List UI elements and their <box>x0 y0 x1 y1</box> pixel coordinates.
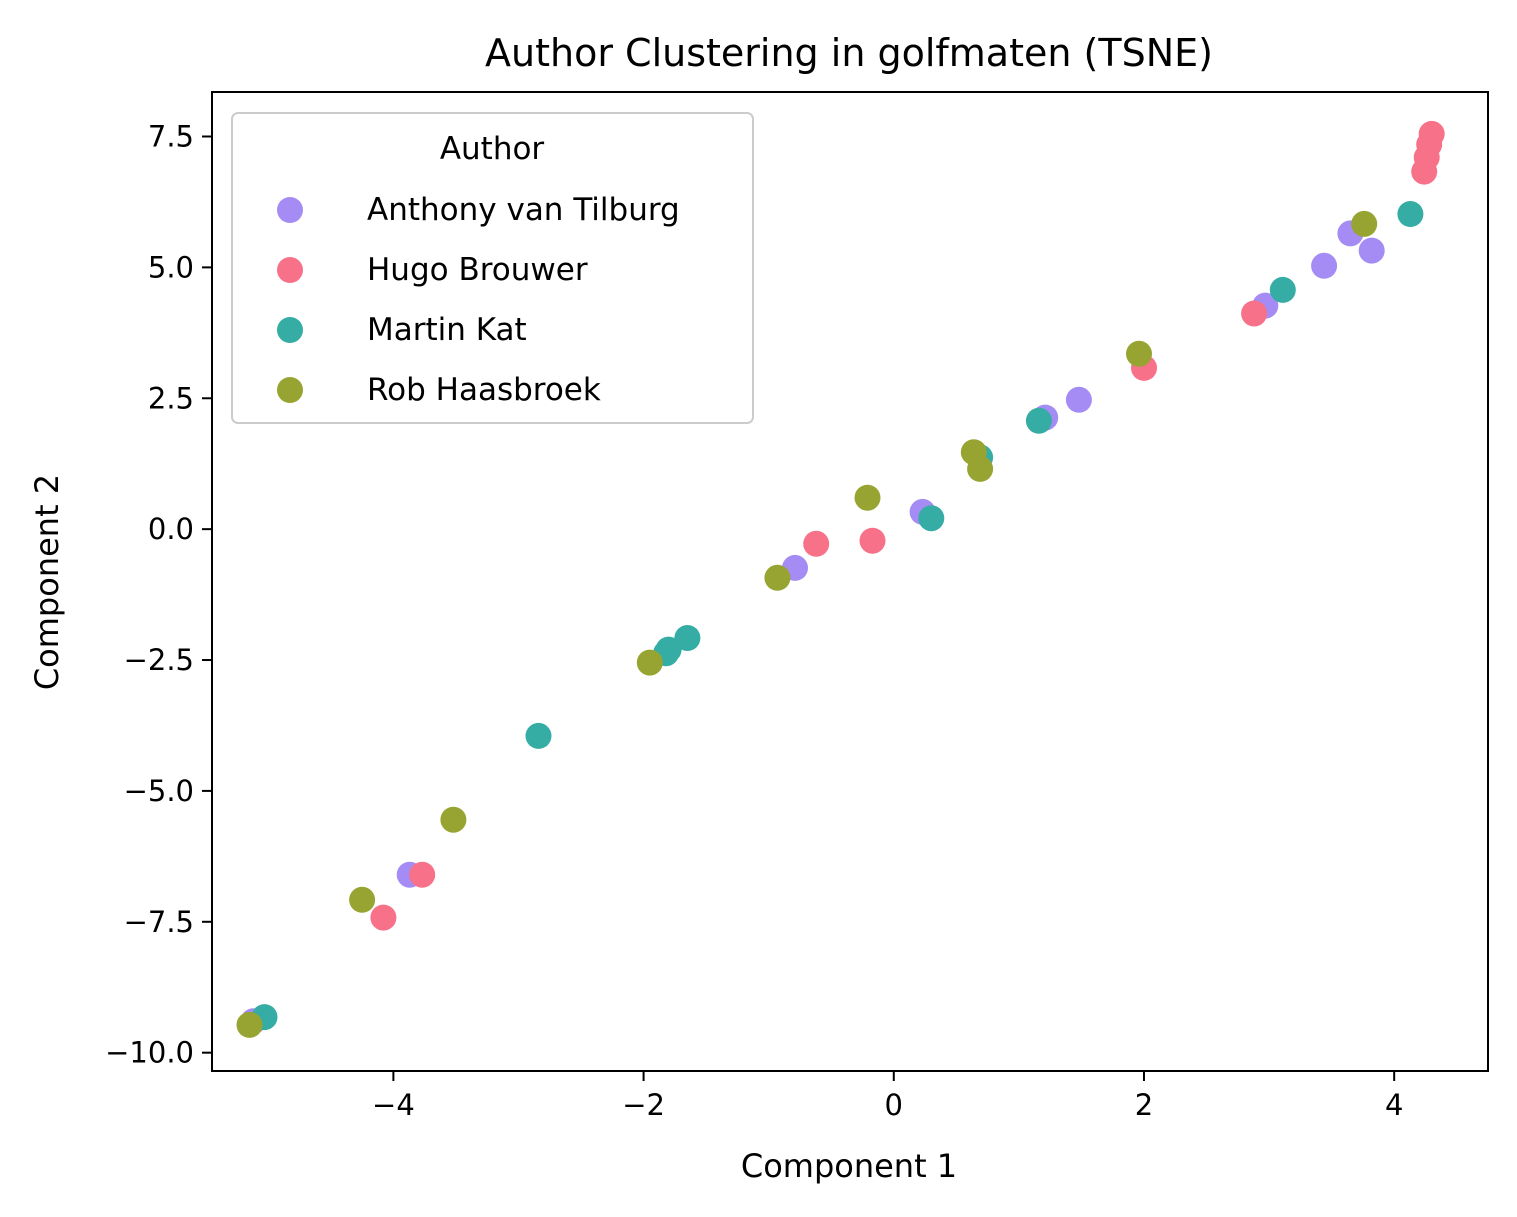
data-point <box>409 861 436 888</box>
legend-marker <box>277 257 303 283</box>
legend-label: Hugo Brouwer <box>367 252 588 288</box>
y-tick-label: 7.5 <box>148 120 194 154</box>
legend-label: Rob Haasbroek <box>367 372 601 408</box>
y-tick-label: −2.5 <box>124 643 194 677</box>
y-tick-label: 5.0 <box>148 250 194 284</box>
data-point <box>1025 407 1052 434</box>
x-axis: −4 −2 0 2 4 <box>372 1071 1403 1122</box>
legend-marker <box>277 317 303 343</box>
y-tick-label: 0.0 <box>148 512 194 546</box>
y-axis: −10.0 −7.5 −5.0 −2.5 0.0 2.5 5.0 7.5 <box>105 120 212 1070</box>
data-point <box>1311 252 1338 279</box>
points-layer <box>236 120 1445 1038</box>
y-tick-label: 2.5 <box>148 381 194 415</box>
legend-label: Anthony van Tilburg <box>367 192 680 228</box>
data-point <box>854 484 881 511</box>
data-point <box>370 904 397 931</box>
x-tick-label: 0 <box>885 1088 903 1122</box>
y-tick-label: −10.0 <box>105 1036 194 1070</box>
x-axis-label: Component 1 <box>741 1147 957 1185</box>
legend: Author Anthony van Tilburg Hugo Brouwer Ma… <box>231 112 754 424</box>
data-point <box>349 886 376 913</box>
legend-label: Martin Kat <box>367 312 527 348</box>
legend-marker <box>277 197 303 223</box>
data-point <box>1358 237 1385 264</box>
legend-marker <box>277 377 303 403</box>
data-point <box>1241 300 1268 327</box>
data-point <box>1126 340 1152 367</box>
y-tick-label: −7.5 <box>124 905 194 939</box>
data-point <box>967 455 994 482</box>
data-point <box>1411 158 1438 185</box>
data-point <box>859 527 886 554</box>
data-point <box>918 505 945 532</box>
x-tick-label: 4 <box>1385 1088 1403 1122</box>
legend-entries: Anthony van Tilburg Hugo Brouwer Martin Ka… <box>277 192 680 408</box>
data-point <box>803 530 830 557</box>
data-point <box>1351 210 1378 237</box>
y-tick-label: −5.0 <box>124 774 194 808</box>
data-point <box>1397 201 1424 227</box>
data-point <box>764 564 791 591</box>
data-point <box>1065 386 1092 413</box>
x-tick-label: −4 <box>372 1088 415 1122</box>
x-tick-label: 2 <box>1135 1088 1153 1122</box>
chart-title: Author Clustering in golfmaten (TSNE) <box>485 31 1213 75</box>
data-point <box>1269 276 1296 303</box>
data-point <box>636 649 663 676</box>
data-point <box>236 1011 263 1038</box>
x-tick-label: −2 <box>622 1088 665 1122</box>
data-point <box>440 806 467 833</box>
legend-title: Author <box>440 131 545 167</box>
data-point <box>674 625 701 651</box>
legend-box <box>231 112 754 424</box>
y-axis-label: Component 2 <box>28 474 66 690</box>
data-point <box>525 722 552 749</box>
plot-frame <box>211 91 1489 1072</box>
